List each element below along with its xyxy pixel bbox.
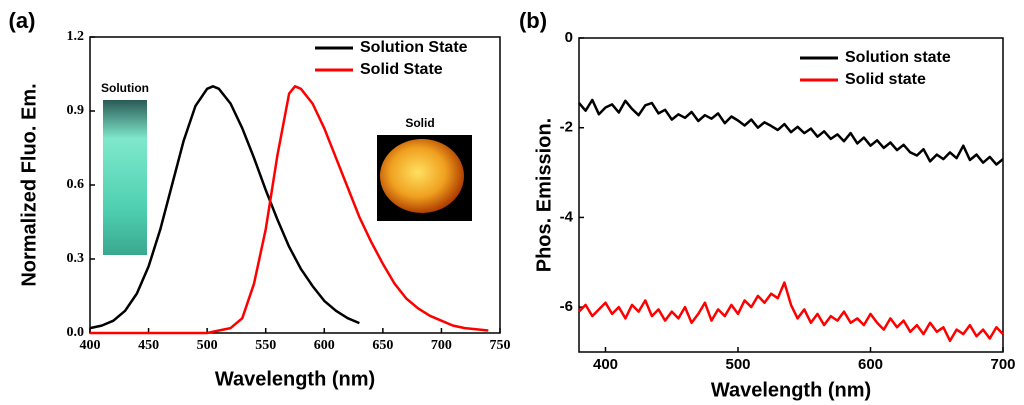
x-tick-label: 450	[138, 338, 159, 353]
x-tick-label: 550	[255, 338, 276, 353]
x-tick-label: 600	[314, 338, 335, 353]
x-tick-label: 700	[990, 356, 1015, 373]
x-tick-label: 650	[372, 338, 393, 353]
solution-photo	[103, 100, 147, 255]
y-tick-label: -6	[560, 298, 573, 315]
x-axis-label: Wavelength (nm)	[215, 368, 375, 390]
x-tick-label: 750	[490, 338, 511, 353]
legend-label: Solution State	[360, 39, 468, 56]
y-tick-label: 0	[565, 29, 573, 46]
y-tick-label: 0.9	[67, 103, 85, 118]
y-tick-label: 0.3	[67, 251, 85, 266]
data-line	[89, 85, 360, 330]
x-tick-label: 500	[197, 338, 218, 353]
x-tick-label: 400	[593, 356, 618, 373]
y-tick-label: 1.2	[67, 29, 85, 44]
data-line	[90, 85, 489, 335]
data-line	[578, 281, 1004, 343]
data-line	[578, 98, 1004, 166]
annotation: Solid	[405, 116, 434, 130]
legend-label: Solid state	[845, 71, 926, 88]
panel-label: (a)	[9, 8, 36, 33]
x-tick-label: 400	[80, 338, 101, 353]
y-tick-label: 0.0	[67, 325, 85, 340]
panel-label: (b)	[519, 8, 547, 33]
y-axis-label: Phos. Emission.	[533, 118, 555, 272]
x-tick-label: 600	[858, 356, 883, 373]
x-tick-label: 500	[725, 356, 750, 373]
y-tick-label: 0.6	[67, 177, 85, 192]
y-tick-label: -2	[560, 119, 573, 136]
legend-label: Solid State	[360, 61, 443, 78]
plot-frame	[578, 37, 1004, 353]
x-axis-label: Wavelength (nm)	[711, 379, 871, 401]
legend-label: Solution state	[845, 49, 951, 66]
solid-sample	[380, 139, 464, 213]
x-tick-label: 700	[431, 338, 452, 353]
annotation: Solution	[101, 81, 149, 95]
y-tick-label: -4	[560, 208, 574, 225]
y-axis-label: Normalized Fluo. Em.	[18, 83, 40, 286]
